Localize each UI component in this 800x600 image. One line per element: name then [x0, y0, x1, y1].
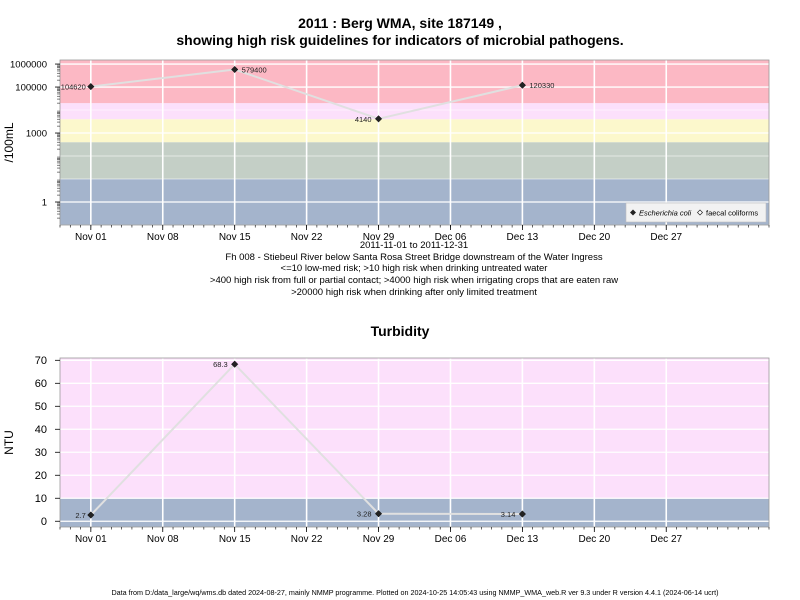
data-label-3: 3.14	[501, 510, 516, 519]
data-label-3: 120330	[529, 81, 554, 90]
footer-note: Data from D:/data_large/wq/wms.db dated …	[111, 588, 719, 597]
y-tick-label-7: 70	[35, 355, 47, 367]
data-label-1: 579400	[242, 65, 267, 74]
legend-label-0: Escherichia coli	[639, 209, 691, 218]
plot-frame	[59, 59, 770, 226]
y-tick-label-6: 60	[35, 378, 47, 390]
x-tick-label-8: Dec 27	[650, 534, 682, 545]
chart1-title-line1: 2011 : Berg WMA, site 187149 ,	[298, 15, 502, 31]
chart1-date-range: 2011-11-01 to 2011-12-31	[359, 240, 469, 251]
data-point-3	[518, 81, 526, 89]
data-point-0	[87, 83, 95, 91]
risk-band-2	[60, 119, 769, 143]
x-tick-label-8: Dec 27	[650, 232, 682, 243]
chart1-title-line2: showing high risk guidelines for indicat…	[176, 32, 624, 48]
chart1-guideline-1: <=10 low-med risk; >10 high risk when dr…	[280, 263, 548, 274]
risk-band-4	[60, 60, 769, 104]
y-tick-label-2: 100000	[15, 83, 47, 94]
x-tick-label-3: Nov 22	[291, 534, 323, 545]
y-tick-label-0: 0	[41, 516, 47, 528]
risk-band-0	[60, 498, 769, 527]
chart1-guideline-2: >400 high risk from full or partial cont…	[209, 275, 619, 286]
risk-band-1	[60, 358, 769, 499]
chart1-site-description: Fh 008 - Stiebeul River below Santa Rosa…	[225, 252, 603, 263]
legend-label-1: faecal coliforms	[706, 209, 758, 218]
y-tick-label-3: 1000000	[10, 60, 47, 71]
x-tick-label-4: Nov 29	[363, 534, 395, 545]
x-tick-label-7: Dec 20	[578, 232, 610, 243]
y-tick-label-1: 1000	[26, 129, 47, 140]
data-point-3	[518, 510, 526, 518]
x-tick-label-0: Nov 01	[75, 232, 107, 243]
x-tick-label-7: Dec 20	[578, 534, 610, 545]
x-tick-label-6: Dec 13	[507, 232, 539, 243]
data-label-0: 104620	[61, 83, 86, 92]
legend-marker-1	[697, 209, 703, 216]
x-tick-label-4: Nov 29	[363, 232, 395, 243]
x-tick-label-5: Dec 06	[435, 534, 467, 545]
series-line-0	[90, 362, 523, 516]
x-tick-label-1: Nov 08	[147, 232, 179, 243]
x-tick-label-1: Nov 08	[147, 534, 179, 545]
data-point-1	[231, 360, 239, 368]
y-tick-label-5: 50	[35, 401, 47, 413]
x-tick-label-2: Nov 15	[219, 232, 251, 243]
x-tick-label-2: Nov 15	[219, 534, 251, 545]
chart2-title: Turbidity	[370, 323, 430, 339]
legend-box	[625, 202, 767, 223]
x-tick-label-5: Dec 06	[435, 232, 467, 243]
data-label-1: 68.3	[213, 360, 228, 369]
y-axis-label: NTU	[2, 430, 16, 455]
x-tick-label-0: Nov 01	[75, 534, 107, 545]
data-point-2	[374, 510, 383, 518]
legend-marker-0	[630, 209, 636, 216]
series-line-0	[90, 68, 523, 120]
data-label-0: 2.7	[75, 511, 85, 520]
y-tick-label-2: 20	[35, 470, 47, 482]
risk-band-1	[60, 142, 769, 180]
data-point-0	[87, 511, 95, 519]
turbidity-chart: Nov 01 Nov 08 Nov 15 Nov 22 Nov 29 Dec 06 Dec …	[2, 355, 770, 545]
y-tick-label-1: 10	[35, 493, 47, 505]
y-tick-label-3: 30	[35, 447, 47, 459]
ecoli-chart: Nov 01 Nov 08 Nov 15 Nov 22 Nov 29 Dec 06 Dec …	[2, 59, 770, 243]
x-tick-label-6: Dec 13	[507, 534, 539, 545]
data-point-1	[231, 65, 239, 74]
data-label-2: 4140	[355, 115, 372, 124]
chart1-guideline-3: >20000 high risk when drinking after onl…	[291, 287, 537, 298]
x-tick-label-3: Nov 22	[291, 232, 323, 243]
y-tick-label-4: 40	[35, 424, 47, 436]
data-point-2	[374, 115, 383, 123]
data-label-2: 3.28	[357, 510, 372, 519]
y-axis-label: /100mL	[2, 122, 16, 162]
y-tick-label-0: 1	[42, 198, 47, 209]
plot-frame	[59, 357, 770, 528]
